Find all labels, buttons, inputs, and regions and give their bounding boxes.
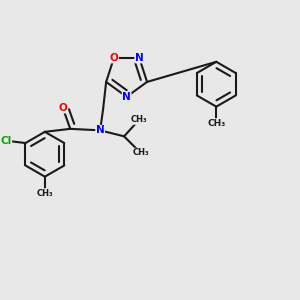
Text: Cl: Cl [0,136,12,146]
Text: CH₃: CH₃ [132,148,149,157]
Text: CH₃: CH₃ [37,189,53,198]
Text: CH₃: CH₃ [131,116,147,124]
Text: O: O [58,103,67,113]
Text: O: O [110,53,118,63]
Text: N: N [135,53,144,63]
Text: N: N [96,125,104,135]
Text: CH₃: CH₃ [207,118,225,127]
Text: N: N [122,92,131,102]
